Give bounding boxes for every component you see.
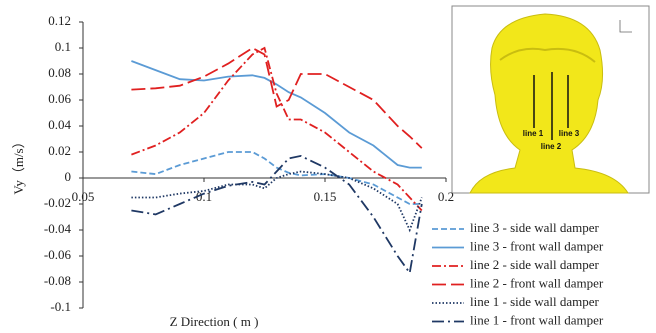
y-tick-label: -0.08 [44, 273, 71, 288]
legend-label: line 3 - side wall damper [470, 220, 600, 235]
legend-label: line 3 - front wall damper [470, 238, 604, 253]
series-line [131, 61, 421, 168]
y-tick-label: -0.1 [50, 299, 71, 314]
legend-label: line 1 - side wall damper [470, 294, 600, 309]
y-tick-label: 0.12 [48, 13, 71, 28]
series-line [131, 156, 421, 273]
inset-label: line 2 [541, 142, 562, 151]
x-axis-label: Z Direction ( m ) [170, 314, 259, 329]
series-line [131, 172, 421, 231]
y-tick-label: 0.04 [48, 117, 71, 132]
x-tick-label: 0.05 [72, 189, 95, 204]
x-tick-label: 0.15 [314, 189, 337, 204]
x-tick-label: 0.2 [438, 189, 454, 204]
y-tick-label: 0.06 [48, 91, 71, 106]
y-tick-label: -0.06 [44, 247, 72, 262]
legend-label: line 1 - front wall damper [470, 312, 604, 327]
inset-image: line 1 line 3 line 2 [452, 6, 649, 193]
y-tick-label: 0.1 [55, 39, 71, 54]
y-axis-label: Vy（m/s） [11, 135, 26, 194]
inset-label: line 1 [523, 129, 544, 138]
legend-label: line 2 - front wall damper [470, 275, 604, 290]
y-tick-label: 0.08 [48, 65, 71, 80]
y-tick-label: 0 [65, 169, 72, 184]
legend-label: line 2 - side wall damper [470, 257, 600, 272]
inset-label: line 3 [559, 129, 580, 138]
y-tick-label: -0.02 [44, 195, 71, 210]
chart: Z Direction ( m ) Vy（m/s） line 1 line 3 … [0, 0, 656, 333]
series-line [131, 48, 421, 148]
legend: line 3 - side wall damper line 3 - front … [432, 220, 604, 328]
y-tick-label: -0.04 [44, 221, 72, 236]
y-tick-label: 0.02 [48, 143, 71, 158]
